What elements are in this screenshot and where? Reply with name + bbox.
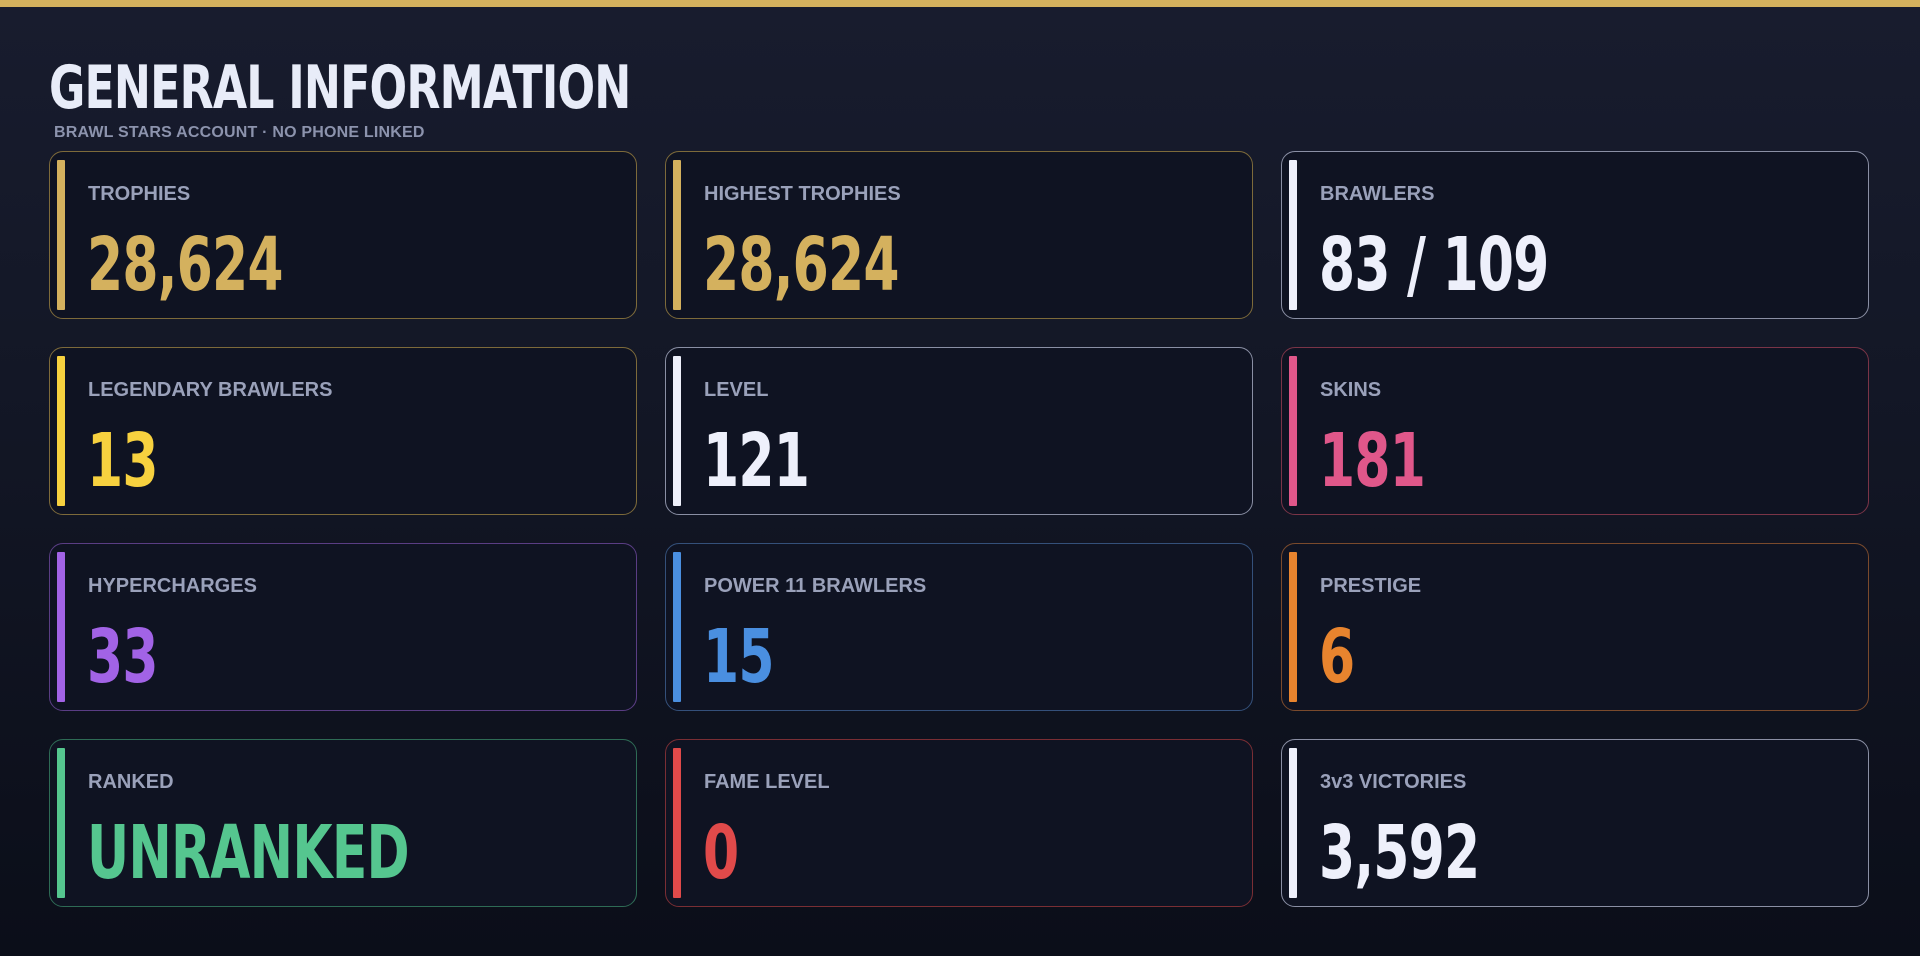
- stat-card-prestige: PRESTIGE 6: [1281, 543, 1869, 711]
- top-accent-bar: [0, 0, 1920, 7]
- stat-card-fame-level: FAME LEVEL 0: [665, 739, 1253, 907]
- card-accent-stripe: [1289, 748, 1297, 898]
- card-accent-stripe: [673, 748, 681, 898]
- stat-label: BRAWLERS: [1320, 183, 1435, 205]
- card-accent-stripe: [673, 160, 681, 310]
- stat-value: 13: [87, 418, 158, 504]
- stat-value: 121: [703, 418, 810, 504]
- stat-label: 3v3 VICTORIES: [1320, 771, 1467, 793]
- stat-card-3v3-victories: 3v3 VICTORIES 3,592: [1281, 739, 1869, 907]
- stat-value: 15: [703, 614, 774, 700]
- stat-card-hypercharges: HYPERCHARGES 33: [49, 543, 637, 711]
- card-accent-stripe: [1289, 160, 1297, 310]
- stat-card-level: LEVEL 121: [665, 347, 1253, 515]
- stat-card-legendary-brawlers: LEGENDARY BRAWLERS 13: [49, 347, 637, 515]
- page-title: GENERAL INFORMATION: [49, 53, 631, 123]
- card-accent-stripe: [57, 552, 65, 702]
- stat-label: HIGHEST TROPHIES: [704, 183, 901, 205]
- stat-label: PRESTIGE: [1320, 575, 1422, 597]
- stat-card-trophies: TROPHIES 28,624: [49, 151, 637, 319]
- stat-card-brawlers: BRAWLERS 83 / 109: [1281, 151, 1869, 319]
- stat-card-highest-trophies: HIGHEST TROPHIES 28,624: [665, 151, 1253, 319]
- stat-label: SKINS: [1320, 379, 1382, 401]
- page-header: GENERAL INFORMATION BRAWL STARS ACCOUNT …: [49, 53, 758, 141]
- stat-value: 83 / 109: [1319, 222, 1549, 308]
- stat-label: POWER 11 BRAWLERS: [704, 575, 927, 597]
- page-subtitle: BRAWL STARS ACCOUNT · NO PHONE LINKED: [54, 124, 425, 141]
- card-accent-stripe: [673, 356, 681, 506]
- stat-label: LEGENDARY BRAWLERS: [88, 379, 333, 401]
- stat-value: 0: [703, 810, 739, 896]
- stat-value: 6: [1319, 614, 1355, 700]
- stat-value: 28,624: [703, 222, 899, 308]
- card-accent-stripe: [57, 748, 65, 898]
- stat-label: FAME LEVEL: [704, 771, 830, 793]
- stat-value: 28,624: [87, 222, 283, 308]
- stat-value: 3,592: [1319, 810, 1480, 896]
- card-accent-stripe: [57, 160, 65, 310]
- card-accent-stripe: [1289, 356, 1297, 506]
- stat-card-ranked: RANKED UNRANKED: [49, 739, 637, 907]
- stat-value: UNRANKED: [87, 810, 410, 896]
- stat-card-power-11-brawlers: POWER 11 BRAWLERS 15: [665, 543, 1253, 711]
- stat-value: 33: [87, 614, 158, 700]
- stat-label: TROPHIES: [88, 183, 191, 205]
- stats-grid: TROPHIES 28,624 HIGHEST TROPHIES 28,624 …: [49, 151, 1870, 907]
- card-accent-stripe: [1289, 552, 1297, 702]
- stat-card-skins: SKINS 181: [1281, 347, 1869, 515]
- card-accent-stripe: [673, 552, 681, 702]
- stat-label: LEVEL: [704, 379, 769, 401]
- card-accent-stripe: [57, 356, 65, 506]
- stat-label: HYPERCHARGES: [88, 575, 257, 597]
- stat-label: RANKED: [88, 771, 174, 793]
- stat-value: 181: [1319, 418, 1426, 504]
